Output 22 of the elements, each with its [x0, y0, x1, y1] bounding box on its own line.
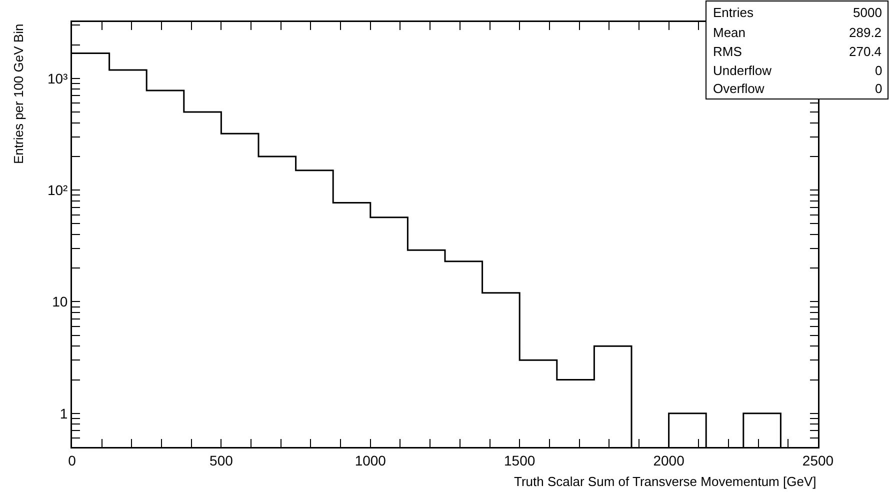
y-tick-label: 10³	[47, 70, 68, 86]
annotation: RMS	[713, 44, 742, 59]
y-tick-label: 1	[60, 405, 68, 422]
x-tick-label: 1500	[504, 452, 536, 468]
x-tick-label: 2000	[653, 452, 685, 468]
x-axis-title: Truth Scalar Sum of Transverse Movementum [GeV]	[514, 474, 816, 489]
x-tick-label: 500	[210, 452, 234, 468]
text: 5000	[853, 5, 882, 20]
y-tick-label: 10²	[47, 182, 68, 198]
text: 289.2	[849, 25, 882, 40]
y-axis-title: Entries per 100 GeV Bin	[11, 24, 26, 164]
annotation: Underflow	[713, 63, 772, 78]
y-tick-label: 10	[52, 294, 68, 310]
x-tick-label: 1000	[354, 452, 386, 468]
annotation: Overflow	[713, 81, 765, 96]
text: Entries	[713, 5, 754, 20]
x-tick-label: 0	[68, 452, 76, 468]
text: 0	[875, 81, 882, 96]
text: 0	[875, 63, 882, 78]
annotation: Mean	[713, 25, 746, 40]
x-tick-label: 2500	[802, 452, 834, 468]
text: 270.4	[849, 44, 882, 59]
